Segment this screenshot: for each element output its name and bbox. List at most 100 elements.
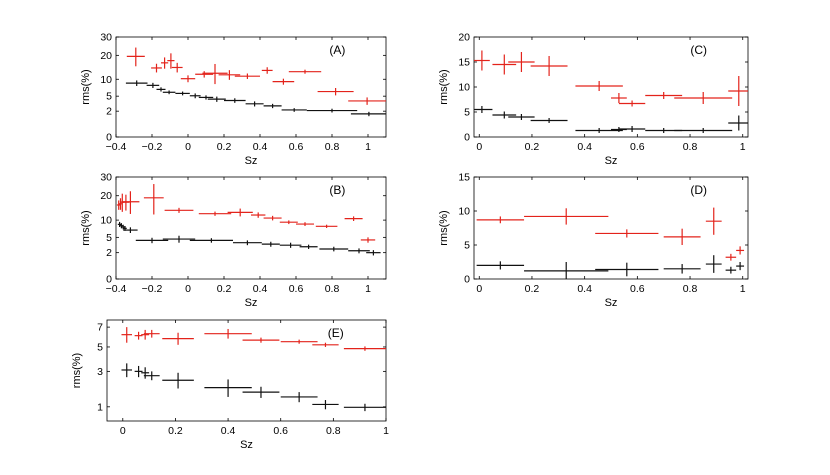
data-point bbox=[204, 328, 252, 339]
data-point bbox=[272, 78, 295, 85]
data-point bbox=[261, 241, 280, 247]
data-point bbox=[705, 255, 722, 273]
data-point bbox=[360, 237, 376, 243]
series-red bbox=[121, 327, 386, 351]
x-tick-label: 0.4 bbox=[253, 283, 268, 295]
x-tick-label: 0.6 bbox=[630, 141, 645, 153]
y-tick-label: 30 bbox=[100, 172, 112, 184]
data-point bbox=[141, 329, 150, 340]
y-tick-label: 0 bbox=[464, 274, 470, 286]
data-point bbox=[306, 108, 358, 113]
data-point bbox=[728, 76, 748, 106]
data-point bbox=[141, 367, 150, 379]
plot-frame bbox=[115, 176, 387, 280]
data-point bbox=[319, 246, 349, 252]
data-point bbox=[611, 93, 627, 103]
y-tick-label: 5 bbox=[97, 341, 103, 353]
x-tick-label: 0.8 bbox=[683, 141, 698, 153]
data-point bbox=[251, 212, 266, 218]
y-tick-label: 2 bbox=[106, 106, 112, 118]
y-tick-label: 20 bbox=[458, 32, 470, 44]
plot-frame bbox=[115, 36, 387, 138]
x-tick-label: 0 bbox=[120, 425, 126, 437]
data-point bbox=[233, 240, 262, 246]
data-point bbox=[263, 215, 282, 221]
data-point bbox=[227, 208, 253, 217]
data-point bbox=[122, 194, 130, 211]
data-point bbox=[162, 372, 194, 389]
data-point bbox=[126, 47, 145, 67]
data-point bbox=[474, 50, 490, 71]
y-tick-label: 15 bbox=[458, 172, 470, 184]
x-tick-label: 0.2 bbox=[525, 141, 540, 153]
data-point bbox=[242, 386, 280, 398]
x-tick-label: −0.4 bbox=[106, 283, 127, 295]
x-tick-label: 1 bbox=[740, 141, 746, 153]
data-point bbox=[218, 70, 241, 80]
x-tick-label: 0.6 bbox=[273, 425, 288, 437]
y-tick-label: 0 bbox=[106, 132, 112, 144]
data-point bbox=[280, 339, 318, 344]
data-point bbox=[204, 379, 252, 397]
data-point bbox=[350, 111, 386, 117]
data-point bbox=[198, 211, 232, 216]
data-point bbox=[343, 346, 386, 351]
data-point bbox=[143, 371, 160, 381]
panel-title: (E) bbox=[328, 326, 344, 340]
data-point bbox=[207, 96, 226, 102]
chart-panel-e: 0 0.2 0.4 0.6 0.8 1 1 3 5 7 Sz rms(%) (E) bbox=[71, 319, 389, 451]
x-tick-label: 0 bbox=[476, 141, 482, 153]
x-tick-label: 0 bbox=[185, 141, 191, 153]
x-tick-label: 0.4 bbox=[577, 283, 592, 295]
data-point bbox=[162, 235, 196, 243]
series-red bbox=[126, 47, 386, 105]
x-tick-label: −0.2 bbox=[142, 141, 163, 153]
data-point bbox=[663, 228, 701, 245]
plot-frame bbox=[473, 176, 749, 280]
chart-panel-a: −0.4 −0.2 0 0.2 0.4 0.6 0.8 1025102030Szrms(%)(… bbox=[80, 32, 387, 167]
panel-title: (C) bbox=[690, 43, 707, 57]
y-tick-label: 20 bbox=[100, 190, 112, 202]
data-point bbox=[508, 114, 535, 120]
data-point bbox=[175, 91, 190, 96]
data-point bbox=[618, 126, 646, 132]
data-point bbox=[125, 80, 148, 87]
x-axis-label: Sz bbox=[245, 155, 258, 167]
data-point bbox=[595, 229, 659, 238]
data-point bbox=[736, 246, 745, 255]
y-axis-label: rms(%) bbox=[438, 69, 450, 104]
x-tick-label: 0 bbox=[185, 283, 191, 295]
x-tick-label: 0.4 bbox=[577, 141, 592, 153]
data-point bbox=[663, 264, 701, 274]
data-point bbox=[151, 63, 162, 73]
y-tick-label: 5 bbox=[464, 240, 470, 252]
data-point bbox=[189, 93, 201, 99]
x-tick-label: −0.2 bbox=[142, 283, 163, 295]
data-point bbox=[279, 220, 298, 225]
data-point bbox=[198, 95, 214, 100]
data-point bbox=[296, 222, 314, 226]
y-axis-label: rms(%) bbox=[438, 210, 450, 245]
data-point bbox=[474, 106, 493, 113]
data-point bbox=[312, 400, 339, 410]
x-tick-label: 0.6 bbox=[289, 283, 304, 295]
y-tick-label: 15 bbox=[458, 57, 470, 69]
y-tick-label: 5 bbox=[106, 91, 112, 103]
data-point bbox=[575, 81, 623, 91]
data-point bbox=[161, 57, 169, 69]
x-tick-label: 0.2 bbox=[217, 283, 232, 295]
data-point bbox=[348, 97, 386, 105]
data-point bbox=[725, 253, 737, 261]
data-point bbox=[189, 238, 233, 243]
y-axis-label: rms(%) bbox=[80, 210, 92, 245]
data-point bbox=[143, 184, 164, 215]
data-layer bbox=[474, 50, 748, 133]
data-point bbox=[348, 248, 370, 254]
data-point bbox=[123, 227, 138, 234]
data-point bbox=[317, 88, 354, 96]
series-black bbox=[125, 80, 386, 117]
data-point bbox=[234, 73, 260, 79]
data-point bbox=[343, 403, 386, 412]
